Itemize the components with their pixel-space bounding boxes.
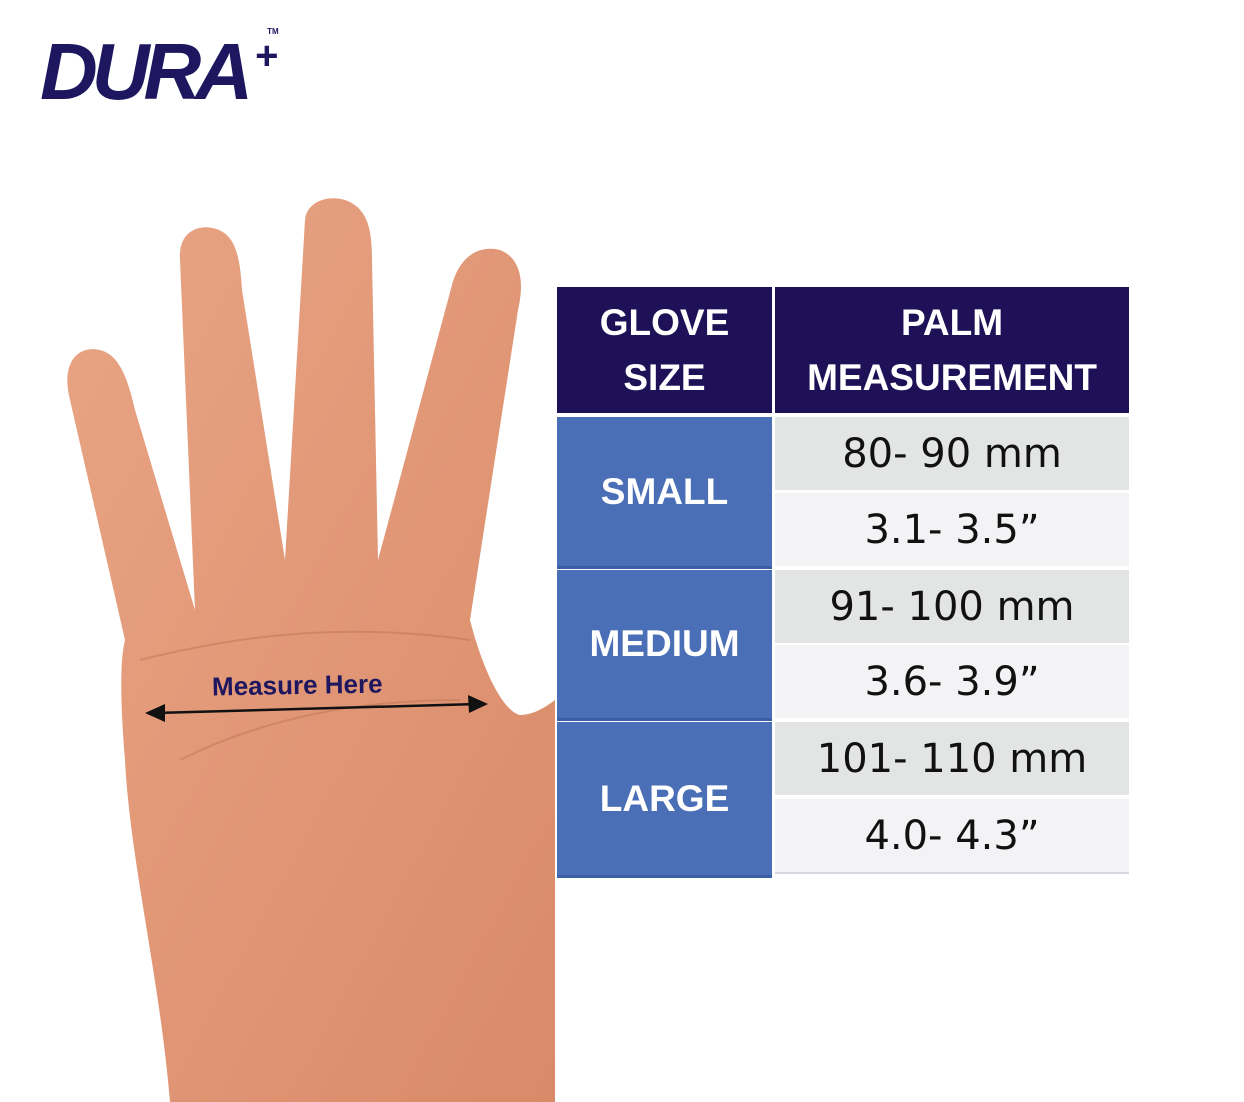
large-mm: 101- 110 mm — [775, 722, 1129, 795]
header-text: GLOVE — [599, 302, 730, 343]
logo-text: DURA — [40, 27, 253, 116]
header-text: SIZE — [623, 357, 706, 398]
medium-mm: 91- 100 mm — [775, 570, 1129, 643]
logo-superscript: TM + — [255, 27, 279, 78]
hand-shape — [67, 198, 555, 1102]
header-palm-measurement: PALM MEASUREMENT — [775, 287, 1129, 413]
measure-arrow — [145, 695, 488, 722]
header-text: MEASUREMENT — [807, 357, 1097, 398]
header-text: PALM — [900, 302, 1004, 343]
size-large: LARGE — [557, 722, 772, 878]
medium-inches: 3.6- 3.9” — [775, 645, 1129, 718]
large-inches: 4.0- 4.3” — [775, 799, 1129, 874]
measure-here-label: Measure Here — [211, 668, 383, 702]
header-glove-size: GLOVE SIZE — [557, 287, 772, 413]
small-mm: 80- 90 mm — [775, 417, 1129, 490]
palm-creases — [139, 630, 471, 761]
logo-trademark: TM — [267, 27, 279, 36]
dura-logo: DURA TM + — [40, 28, 279, 112]
logo-plus: + — [255, 34, 279, 78]
size-small: SMALL — [557, 417, 772, 569]
size-medium: MEDIUM — [557, 570, 772, 721]
small-inches: 3.1- 3.5” — [775, 493, 1129, 566]
